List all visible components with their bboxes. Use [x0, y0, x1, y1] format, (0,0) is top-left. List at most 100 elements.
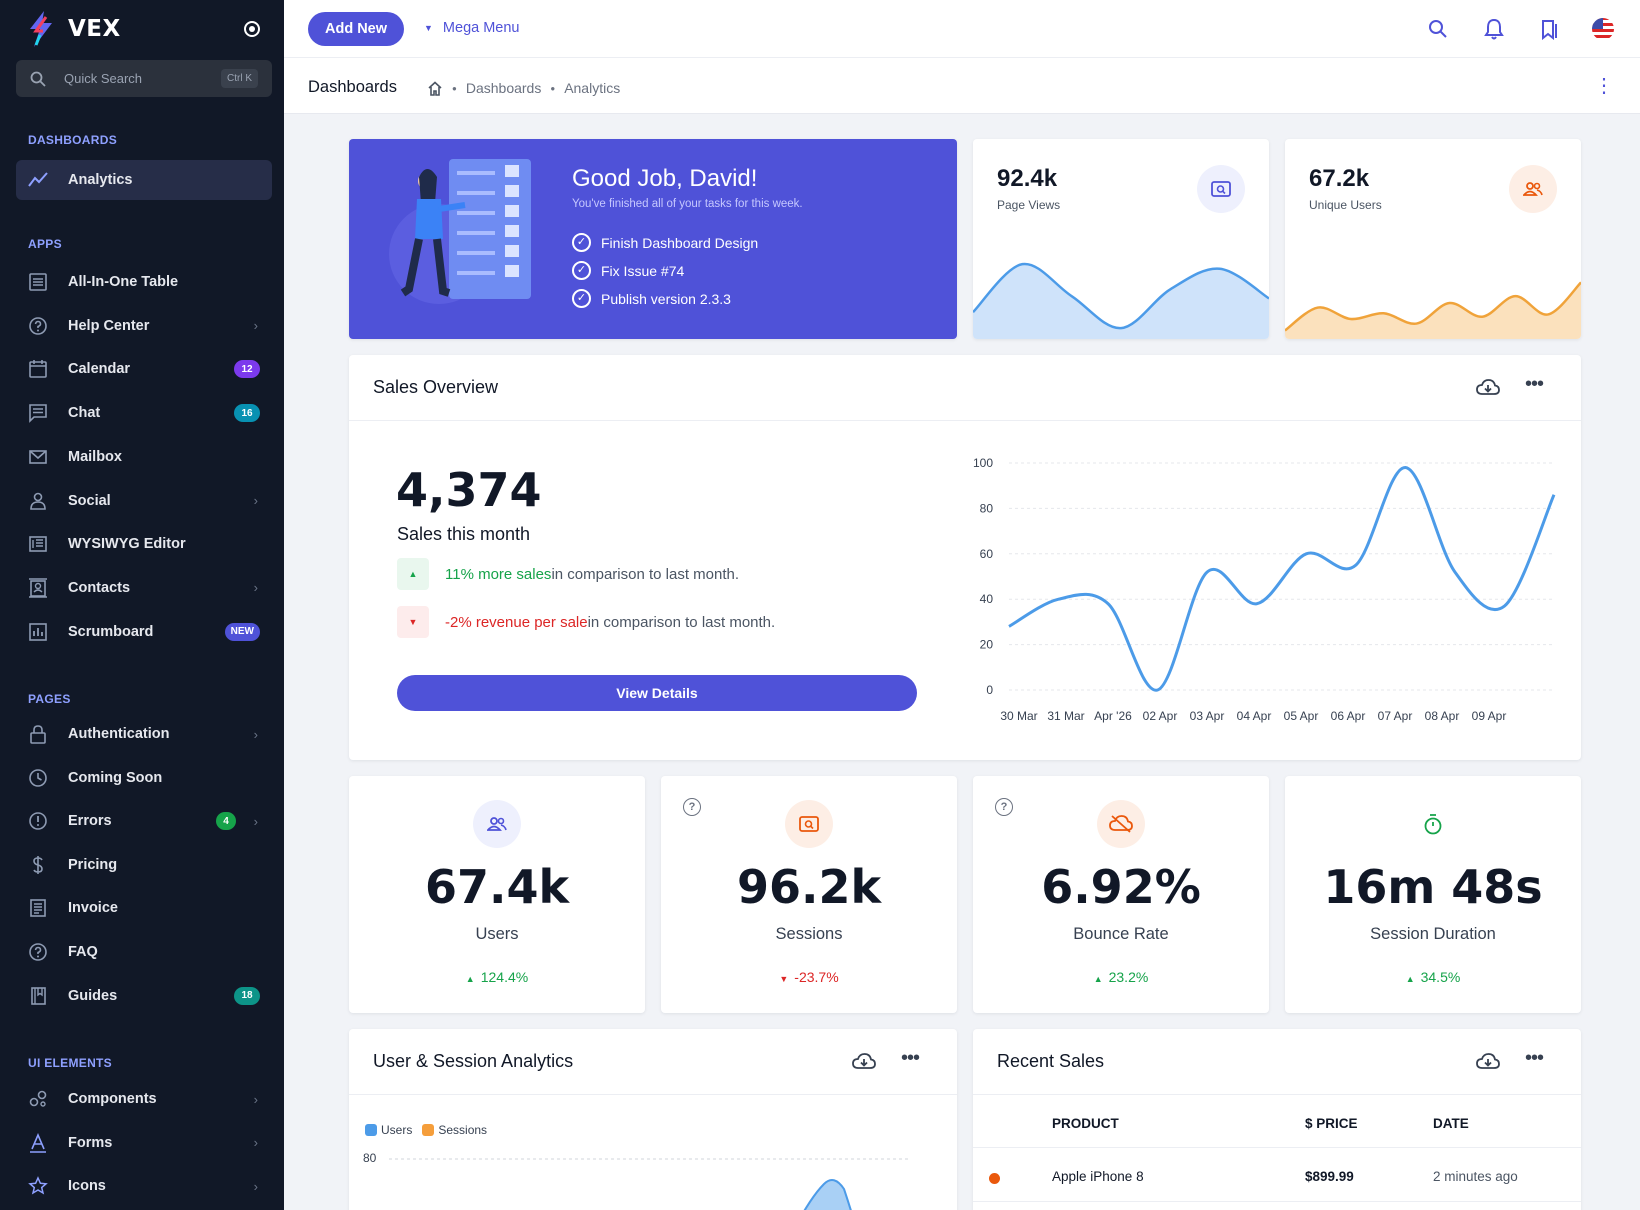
x-tick-label: 04 Apr	[1237, 709, 1272, 723]
kpi-label: Bounce Rate	[1073, 925, 1169, 943]
sidebar-item-label: Forms	[68, 1134, 113, 1151]
sidebar-item-coming-soon[interactable]: Coming Soon	[16, 758, 272, 798]
column-header[interactable]: PRODUCT	[1052, 1116, 1119, 1131]
sidebar-item-label: Icons	[68, 1178, 106, 1194]
sidebar-item-components[interactable]: Components ›	[16, 1079, 272, 1119]
sales-comparison-up: ▲ 11% more sales in comparison to last m…	[397, 558, 739, 590]
chart-legend: Users Sessions	[365, 1123, 487, 1137]
count-badge: 12	[234, 360, 260, 379]
task-board-illustration	[389, 159, 531, 304]
mega-menu-toggle[interactable]: ▼ Mega Menu	[424, 20, 520, 36]
x-tick-label: 09 Apr	[1472, 709, 1507, 723]
sidebar-item-pricing[interactable]: Pricing	[16, 845, 272, 885]
add-new-button[interactable]: Add New	[308, 12, 404, 46]
cloud-download-icon[interactable]	[1475, 1051, 1501, 1073]
vex-logo-icon	[30, 11, 52, 47]
sales-label: Sales this month	[397, 524, 531, 544]
sidebar-item-calendar[interactable]: Calendar 12	[16, 349, 272, 389]
faq-icon	[28, 942, 48, 962]
legend-swatch	[422, 1124, 435, 1136]
bookmarks-icon[interactable]	[1536, 16, 1562, 42]
sidebar-item-errors[interactable]: Errors 4 ›	[16, 801, 272, 841]
logo[interactable]: VEX	[0, 0, 284, 58]
sidebar-item-forms[interactable]: Forms ›	[16, 1123, 272, 1163]
kpi-value: 96.2k	[736, 860, 882, 914]
sidebar-item-wysiwyg-editor[interactable]: WYSIWYG Editor	[16, 524, 272, 564]
sidebar-item-authentication[interactable]: Authentication ›	[16, 714, 272, 754]
sidebar-item-analytics[interactable]: Analytics	[16, 160, 272, 200]
quick-search[interactable]: Quick Search Ctrl K	[16, 60, 272, 97]
kpi-card-session-duration: 16m 48s Session Duration ▲ 34.5%	[1285, 776, 1581, 1013]
board-icon	[28, 622, 48, 642]
notification-bell-icon[interactable]	[1481, 16, 1507, 42]
sidebar-item-invoice[interactable]: Invoice	[16, 888, 272, 928]
sidebar-item-guides[interactable]: Guides 18	[16, 976, 272, 1016]
breadcrumb-item[interactable]: Dashboards	[465, 80, 542, 96]
recent-sales-card: Recent Sales ••• PRODUCT $ PRICE DATE Ap…	[973, 1029, 1581, 1210]
legend-sessions: Sessions	[438, 1123, 488, 1137]
sparkline-line	[973, 262, 1269, 330]
kpi-card-sessions: ? 96.2k Sessions ▼ -23.7%	[661, 776, 957, 1013]
contacts-icon	[28, 578, 48, 598]
legend-swatch	[365, 1124, 377, 1136]
us-flag-icon[interactable]	[1590, 16, 1616, 42]
more-horizontal-icon[interactable]: •••	[1524, 373, 1544, 395]
users-icon	[1509, 165, 1557, 213]
more-vertical-icon[interactable]: ⋮	[1594, 75, 1614, 97]
sidebar-item-icons[interactable]: Icons ›	[16, 1166, 272, 1206]
y-tick-label: 80	[980, 501, 994, 515]
cloud-download-icon[interactable]	[851, 1051, 877, 1073]
search-shortcut: Ctrl K	[221, 69, 258, 88]
invoice-icon	[28, 898, 48, 918]
sidebar-item-all-in-one-table[interactable]: All-In-One Table	[16, 262, 272, 302]
sidebar-pin-toggle[interactable]	[244, 21, 260, 37]
topbar: Add New ▼ Mega Menu	[284, 0, 1640, 58]
sidebar-item-label: Components	[68, 1091, 157, 1107]
sidebar-item-help-center[interactable]: Help Center ›	[16, 306, 272, 346]
sidebar-item-contacts[interactable]: Contacts ›	[16, 568, 272, 608]
status-dot	[989, 1173, 1000, 1184]
more-horizontal-icon[interactable]: •••	[1524, 1047, 1544, 1069]
sidebar-item-faq[interactable]: FAQ	[16, 932, 272, 972]
sidebar-item-scrumboard[interactable]: Scrumboard NEW	[16, 612, 272, 652]
breadcrumb-item[interactable]: Analytics	[564, 80, 621, 96]
sidebar-item-mailbox[interactable]: Mailbox	[16, 437, 272, 477]
unique-users-sparkline	[1285, 281, 1581, 339]
view-details-button[interactable]: View Details	[397, 675, 917, 711]
count-badge: 16	[234, 404, 260, 423]
card-title: Sales Overview	[373, 377, 499, 397]
y-tick-label: 60	[980, 547, 994, 561]
card-title: User & Session Analytics	[373, 1051, 574, 1071]
sidebar-item-chat[interactable]: Chat 16	[16, 393, 272, 433]
cloud-download-icon[interactable]	[1475, 377, 1501, 399]
task-item: ✓ Finish Dashboard Design	[572, 233, 758, 252]
help-icon[interactable]: ?	[683, 798, 701, 816]
x-tick-label: 06 Apr	[1331, 709, 1366, 723]
welcome-title: Good Job, David!	[572, 165, 758, 192]
help-icon[interactable]: ?	[995, 798, 1013, 816]
sidebar-item-label: Social	[68, 492, 111, 509]
page-view-icon	[1197, 165, 1245, 213]
card-header: Sales Overview •••	[349, 355, 1581, 421]
column-header[interactable]: $ PRICE	[1305, 1116, 1358, 1131]
kpi-change: ▲ 34.5%	[1405, 969, 1461, 985]
chevron-right-icon: ›	[253, 1091, 258, 1107]
sidebar-item-label: WYSIWYG Editor	[68, 536, 186, 553]
search-icon[interactable]	[1425, 16, 1451, 42]
sidebar-item-social[interactable]: Social ›	[16, 481, 272, 521]
arrow-down-icon: ▼	[397, 606, 429, 638]
stat-value: 92.4k	[997, 165, 1058, 192]
more-horizontal-icon[interactable]: •••	[900, 1047, 920, 1069]
sparkline-area	[973, 263, 1269, 339]
home-icon[interactable]	[427, 80, 443, 96]
x-tick-label: 02 Apr	[1143, 709, 1178, 723]
y-tick-label: 0	[986, 683, 993, 697]
kpi-value: 67.4k	[424, 860, 570, 914]
chevron-right-icon: ›	[253, 1135, 258, 1150]
column-header[interactable]: DATE	[1433, 1116, 1469, 1131]
kpi-label: Users	[475, 925, 519, 943]
page-views-card: 92.4k Page Views	[973, 139, 1269, 339]
sales-line-chart: 0 20 40 60 80 100 30 Mar 31 Mar Apr '26 02 Apr 03 …	[973, 456, 1556, 723]
series-line	[1008, 466, 1556, 692]
sidebar-item-label: Analytics	[68, 172, 133, 188]
